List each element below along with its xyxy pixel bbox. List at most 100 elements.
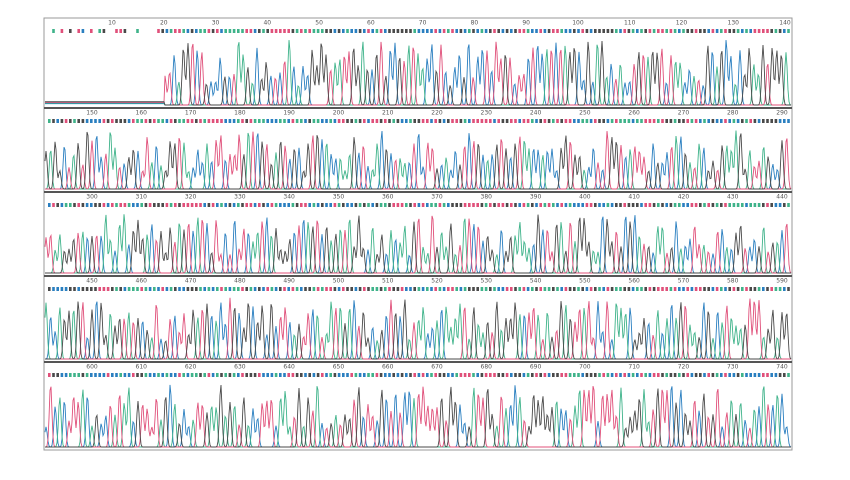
base-call bbox=[430, 119, 433, 123]
base-call bbox=[127, 373, 131, 377]
base-call bbox=[711, 119, 715, 123]
base-call bbox=[543, 373, 547, 377]
base-call bbox=[123, 29, 127, 33]
base-call bbox=[186, 203, 190, 207]
base-call bbox=[581, 203, 584, 207]
base-call bbox=[106, 287, 110, 291]
base-call bbox=[153, 203, 156, 207]
base-call bbox=[224, 373, 227, 377]
base-call bbox=[237, 287, 240, 291]
base-call bbox=[115, 373, 118, 377]
base-call bbox=[690, 287, 694, 291]
base-call bbox=[636, 119, 639, 123]
base-call bbox=[447, 373, 450, 377]
base-call bbox=[73, 373, 76, 377]
base-call bbox=[736, 119, 740, 123]
base-call bbox=[707, 29, 710, 33]
base-call bbox=[312, 373, 316, 377]
base-call bbox=[766, 287, 769, 291]
base-call bbox=[522, 119, 526, 123]
base-call bbox=[480, 29, 484, 33]
base-call bbox=[741, 287, 744, 291]
base-call bbox=[245, 29, 248, 33]
base-call bbox=[195, 287, 198, 291]
base-call bbox=[371, 203, 374, 207]
base-call bbox=[497, 203, 500, 207]
base-call bbox=[657, 29, 660, 33]
base-call bbox=[442, 29, 446, 33]
base-call bbox=[400, 373, 404, 377]
base-call bbox=[337, 203, 341, 207]
base-call bbox=[270, 29, 274, 33]
position-label: 10 bbox=[108, 20, 116, 27]
base-call bbox=[673, 203, 677, 207]
position-label: 20 bbox=[160, 20, 168, 27]
base-call bbox=[736, 203, 740, 207]
base-call bbox=[745, 203, 748, 207]
base-call bbox=[438, 373, 442, 377]
base-call bbox=[161, 119, 164, 123]
base-call bbox=[358, 119, 362, 123]
base-call bbox=[308, 119, 311, 123]
base-call bbox=[90, 287, 93, 291]
base-call bbox=[274, 287, 278, 291]
base-call bbox=[573, 373, 576, 377]
base-call bbox=[535, 373, 538, 377]
base-call bbox=[556, 287, 559, 291]
base-call bbox=[262, 29, 265, 33]
base-call bbox=[421, 373, 425, 377]
base-call bbox=[715, 29, 719, 33]
base-call bbox=[518, 287, 521, 291]
base-call bbox=[770, 29, 773, 33]
base-call bbox=[249, 373, 253, 377]
base-call bbox=[560, 119, 563, 123]
base-call bbox=[413, 373, 416, 377]
base-call bbox=[602, 119, 605, 123]
position-label: 660 bbox=[382, 364, 394, 371]
base-call bbox=[291, 373, 295, 377]
base-call bbox=[531, 203, 534, 207]
base-call bbox=[350, 373, 353, 377]
base-call bbox=[354, 203, 358, 207]
base-call bbox=[81, 29, 85, 33]
base-call bbox=[539, 119, 542, 123]
base-call bbox=[148, 287, 152, 291]
base-call bbox=[732, 287, 736, 291]
base-call bbox=[119, 203, 122, 207]
base-call bbox=[245, 203, 248, 207]
base-call bbox=[455, 29, 458, 33]
base-call bbox=[153, 373, 156, 377]
position-label: 90 bbox=[522, 20, 530, 27]
base-call bbox=[157, 29, 160, 33]
base-call bbox=[384, 119, 387, 123]
base-call bbox=[190, 373, 194, 377]
base-call bbox=[165, 203, 169, 207]
base-call bbox=[426, 119, 429, 123]
base-call bbox=[228, 373, 232, 377]
position-label: 410 bbox=[628, 194, 640, 201]
trace bbox=[45, 384, 791, 448]
base-call bbox=[493, 287, 496, 291]
base-call bbox=[493, 29, 496, 33]
base-call bbox=[585, 119, 589, 123]
base-call bbox=[220, 287, 223, 291]
position-label: 680 bbox=[481, 364, 493, 371]
base-call bbox=[501, 119, 505, 123]
base-call bbox=[636, 287, 639, 291]
base-call bbox=[182, 203, 185, 207]
base-call bbox=[497, 29, 500, 33]
base-call bbox=[417, 29, 421, 33]
base-call bbox=[178, 287, 181, 291]
base-call bbox=[354, 373, 358, 377]
base-call bbox=[409, 119, 412, 123]
base-call bbox=[678, 287, 681, 291]
base-call bbox=[535, 29, 538, 33]
base-call bbox=[526, 29, 530, 33]
base-call bbox=[232, 29, 236, 33]
base-call bbox=[258, 119, 261, 123]
base-call bbox=[157, 119, 160, 123]
base-call bbox=[770, 287, 773, 291]
base-call bbox=[694, 119, 698, 123]
base-call bbox=[787, 29, 790, 33]
base-call bbox=[678, 119, 681, 123]
